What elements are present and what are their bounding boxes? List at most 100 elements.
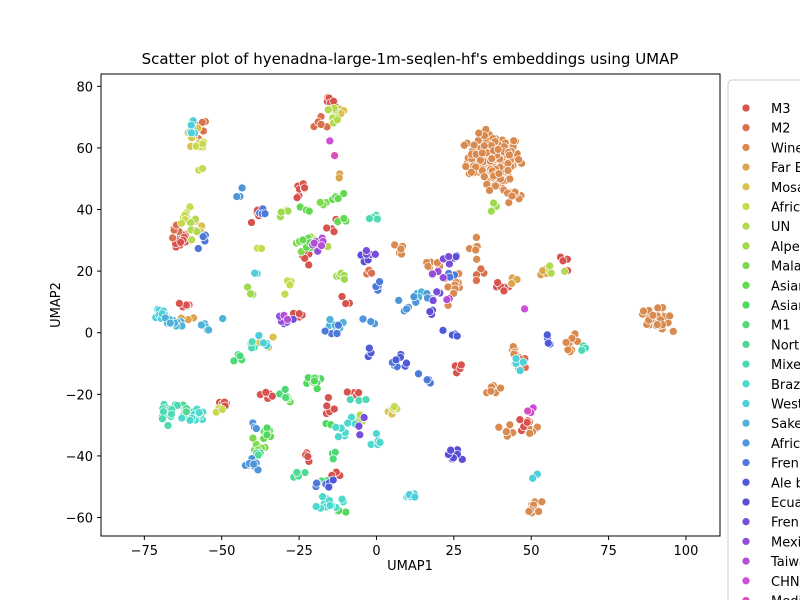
legend-marker xyxy=(741,458,751,467)
scatter-point xyxy=(311,502,321,511)
scatter-point xyxy=(479,141,489,151)
scatter-point xyxy=(355,430,365,440)
scatter-point xyxy=(648,310,658,320)
scatter-point xyxy=(167,409,176,419)
x-tick-label: 75 xyxy=(600,544,617,559)
scatter-point xyxy=(354,388,363,398)
scatter-point xyxy=(341,299,351,308)
scatter-point xyxy=(452,331,462,341)
scatter-point xyxy=(442,295,452,305)
scatter-point xyxy=(324,482,334,492)
scatter-point xyxy=(294,309,304,319)
x-tick-label: −75 xyxy=(131,544,158,559)
scatter-point xyxy=(459,140,469,150)
scatter-point xyxy=(198,232,208,242)
legend-marker xyxy=(741,162,751,172)
scatter-point xyxy=(524,507,534,516)
scatter-point xyxy=(503,166,513,175)
scatter-point xyxy=(486,206,496,216)
scatter-point xyxy=(558,256,568,266)
legend-marker xyxy=(741,261,751,270)
scatter-point xyxy=(337,292,347,301)
scatter-point xyxy=(304,260,314,270)
scatter-point xyxy=(370,249,380,259)
scatter-point xyxy=(367,268,376,278)
scatter-point xyxy=(185,415,195,425)
legend-label: UN xyxy=(771,220,790,235)
scatter-point xyxy=(461,162,471,171)
scatter-point xyxy=(476,264,486,274)
scatter-point xyxy=(472,276,481,285)
scatter-point xyxy=(198,139,208,149)
scatter-point xyxy=(177,413,187,423)
legend-marker xyxy=(741,477,751,487)
scatter-point xyxy=(324,393,333,402)
legend-label: Braz xyxy=(771,378,800,393)
legend-marker xyxy=(741,280,751,290)
scatter-point xyxy=(537,497,547,507)
legend-marker xyxy=(741,359,751,369)
legend-label: Ecua xyxy=(771,496,800,511)
scatter-point xyxy=(443,282,453,292)
scatter-point xyxy=(251,424,261,433)
legend-marker xyxy=(741,123,751,133)
y-tick-label: 20 xyxy=(76,265,93,280)
scatter-point xyxy=(163,421,173,430)
legend-label: Mexi xyxy=(771,535,800,550)
scatter-point xyxy=(261,388,271,397)
scatter-point xyxy=(375,277,384,287)
legend-marker xyxy=(741,576,751,586)
scatter-point xyxy=(472,233,481,242)
scatter-point xyxy=(359,413,369,422)
scatter-point xyxy=(493,145,503,154)
scatter-point xyxy=(334,432,343,442)
legend-label: Alpe xyxy=(771,240,800,255)
scatter-point xyxy=(229,356,239,366)
scatter-point xyxy=(428,296,438,305)
x-tick-label: 100 xyxy=(674,544,699,559)
scatter-point xyxy=(182,407,191,417)
legend-label: M2 xyxy=(771,122,791,137)
scatter-point xyxy=(329,227,339,237)
y-axis-label: UMAP2 xyxy=(49,282,64,328)
legend-marker xyxy=(741,143,751,152)
scatter-point xyxy=(281,393,290,402)
scatter-point xyxy=(505,150,514,160)
scatter-point xyxy=(187,235,197,245)
scatter-point xyxy=(489,198,498,208)
legend-label: Taiwa xyxy=(770,555,800,570)
x-axis-label: UMAP1 xyxy=(387,559,433,574)
y-tick-label: 60 xyxy=(76,142,93,157)
scatter-point xyxy=(320,326,330,336)
legend-label: West xyxy=(771,398,800,413)
legend: M3 M2 Wine Far E Mosa Afric UN Alpe Mala Asian As… xyxy=(727,79,800,600)
scatter-point xyxy=(414,369,423,379)
scatter-point xyxy=(496,383,505,393)
scatter-point xyxy=(451,252,461,262)
scatter-point xyxy=(325,501,335,510)
legend-label: CHN xyxy=(771,575,800,590)
x-tick-label: 50 xyxy=(523,544,540,559)
x-tick-label: 25 xyxy=(446,544,463,559)
scatter-point xyxy=(507,279,517,288)
scatter-point xyxy=(249,459,259,469)
scatter-point xyxy=(345,395,355,404)
scatter-point xyxy=(438,273,448,283)
scatter-point xyxy=(339,189,349,198)
scatter-point xyxy=(322,223,332,233)
plot-frame xyxy=(100,73,721,537)
scatter-point xyxy=(567,334,577,343)
scatter-point xyxy=(487,154,497,163)
scatter-point xyxy=(653,303,663,313)
scatter-point xyxy=(158,414,167,424)
scatter-point xyxy=(332,329,342,338)
legend-label: Asian xyxy=(771,279,800,294)
scatter-point xyxy=(197,320,206,330)
scatter-point xyxy=(560,266,569,276)
scatter-point xyxy=(354,421,364,431)
legend-marker xyxy=(741,182,751,192)
scatter-point xyxy=(486,386,496,396)
scatter-point xyxy=(505,174,515,184)
scatter-point xyxy=(340,274,349,284)
scatter-point xyxy=(276,207,286,217)
